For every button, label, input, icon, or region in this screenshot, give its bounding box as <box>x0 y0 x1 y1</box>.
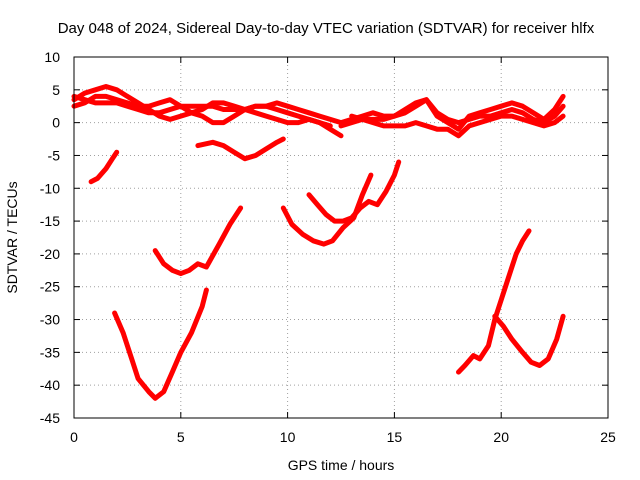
y-tick-label: -30 <box>40 312 60 328</box>
y-tick-label: -25 <box>40 279 60 295</box>
y-axis-label: SDTVAR / TECUs <box>4 181 20 293</box>
tick-labels: 0 5 10 15 20 25 -45 -40 -35 -30 -25 -20 -15 -10 -5 0 5 10 <box>40 49 616 445</box>
x-tick-label: 15 <box>387 429 403 445</box>
series-line-s9 <box>112 287 209 401</box>
series-line-s7 <box>88 149 120 185</box>
series-line-s11 <box>280 172 374 247</box>
y-tick-label: 0 <box>52 115 60 131</box>
series-line-s5 <box>338 93 566 132</box>
series-group <box>71 84 566 401</box>
series-line-s2 <box>71 93 333 129</box>
x-tick-label: 25 <box>600 429 616 445</box>
y-tick-label: -15 <box>40 213 60 229</box>
y-tick-label: 10 <box>44 49 60 65</box>
y-tick-label: -45 <box>40 410 60 426</box>
y-tick-label: -5 <box>48 147 61 163</box>
x-axis-label: GPS time / hours <box>288 457 395 473</box>
y-tick-label: 5 <box>52 82 60 98</box>
series-line-s8 <box>195 136 286 162</box>
grid <box>74 57 608 418</box>
series-line-s4 <box>338 97 566 126</box>
x-tick-label: 20 <box>493 429 509 445</box>
series-line-s14 <box>492 313 566 368</box>
axis-ticks <box>73 56 609 419</box>
y-tick-label: -20 <box>40 246 60 262</box>
series-line-s3 <box>71 93 344 126</box>
x-tick-label: 10 <box>280 429 296 445</box>
plot-frame <box>73 56 609 419</box>
chart-title: Day 048 of 2024, Sidereal Day-to-day VTE… <box>58 20 595 37</box>
series-line-s6 <box>349 113 566 139</box>
y-tick-label: -35 <box>40 344 60 360</box>
x-tick-label: 0 <box>70 429 78 445</box>
series-line-s12 <box>306 159 402 224</box>
y-tick-label: -10 <box>40 180 60 196</box>
series-line-s10 <box>152 205 244 277</box>
y-tick-label: -40 <box>40 377 60 393</box>
x-tick-label: 5 <box>177 429 185 445</box>
